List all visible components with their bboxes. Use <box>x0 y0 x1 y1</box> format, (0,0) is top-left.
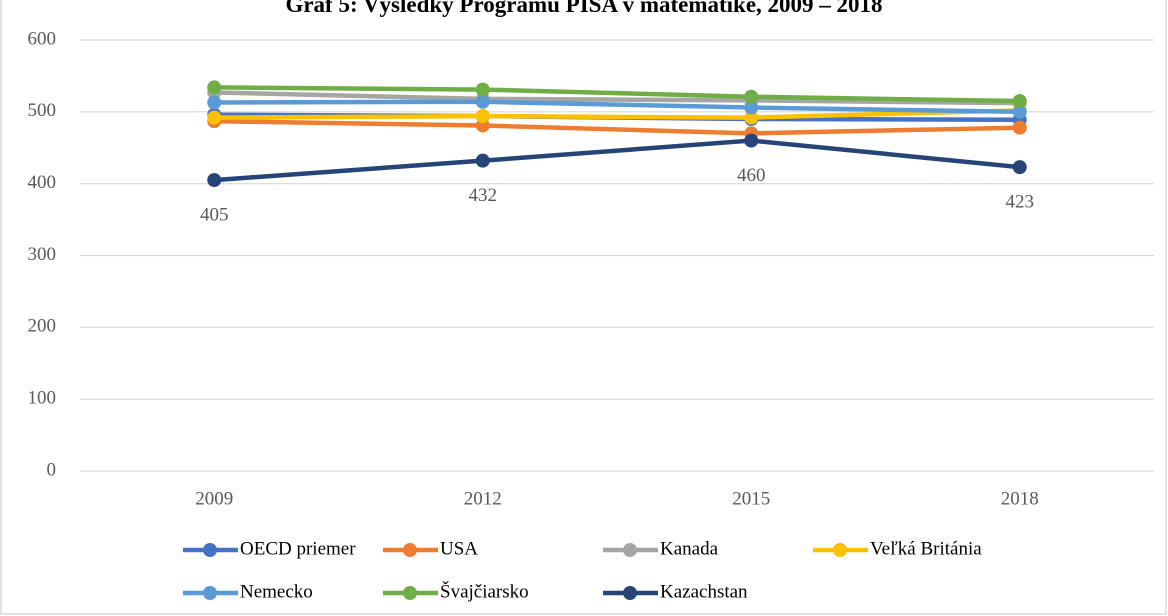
y-tick-label: 300 <box>28 244 57 265</box>
point-marker <box>475 153 490 168</box>
legend-label: OECD priemer <box>240 538 356 559</box>
series-line <box>214 138 1020 183</box>
point-marker <box>475 94 490 109</box>
legend-marker <box>623 586 637 600</box>
series-line <box>214 99 1020 115</box>
point-marker <box>744 100 759 115</box>
point-marker <box>475 82 490 97</box>
legend-marker <box>403 586 417 600</box>
point-marker <box>1012 104 1027 119</box>
point-marker <box>207 95 222 110</box>
legend-label: Nemecko <box>240 581 313 602</box>
data-label: 423 <box>1006 192 1035 213</box>
chart-title: Graf 5: Výsledky Programu PISA v matemat… <box>285 0 882 17</box>
series-line <box>214 108 1020 120</box>
legend-marker <box>203 543 217 557</box>
y-tick-label: 500 <box>28 100 57 121</box>
point-marker <box>1012 160 1027 175</box>
point-marker <box>744 110 759 125</box>
point-marker <box>744 89 759 104</box>
y-tick-label: 400 <box>28 172 57 193</box>
x-tick-label: 2012 <box>464 488 502 509</box>
point-marker <box>1012 94 1027 109</box>
data-label: 460 <box>737 165 766 186</box>
y-tick-label: 100 <box>28 388 57 409</box>
y-tick-label: 600 <box>28 28 57 49</box>
series-line <box>214 90 1020 106</box>
point-marker <box>1012 120 1027 135</box>
legend-marker <box>833 543 847 557</box>
y-tick-label: 200 <box>28 316 57 337</box>
point-marker <box>475 109 490 124</box>
series-line <box>214 85 1020 104</box>
x-tick-label: 2015 <box>732 488 770 509</box>
x-tick-label: 2018 <box>1001 488 1039 509</box>
legend-label: USA <box>440 538 478 559</box>
legend-marker <box>403 543 417 557</box>
legend-label: Kazachstan <box>660 581 748 602</box>
x-tick-label: 2009 <box>195 488 233 509</box>
series-line <box>214 118 1020 136</box>
data-label: 405 <box>200 204 229 225</box>
data-label: 432 <box>469 185 498 206</box>
point-marker <box>207 173 222 188</box>
point-marker <box>744 133 759 148</box>
legend-label: Švajčiarsko <box>440 580 529 602</box>
point-marker <box>207 110 222 125</box>
y-tick-label: 0 <box>47 459 57 480</box>
legend-marker <box>623 543 637 557</box>
point-marker <box>207 80 222 95</box>
legend-label: Kanada <box>660 538 719 559</box>
legend-marker <box>203 586 217 600</box>
legend-label: Veľká Británia <box>870 538 982 559</box>
